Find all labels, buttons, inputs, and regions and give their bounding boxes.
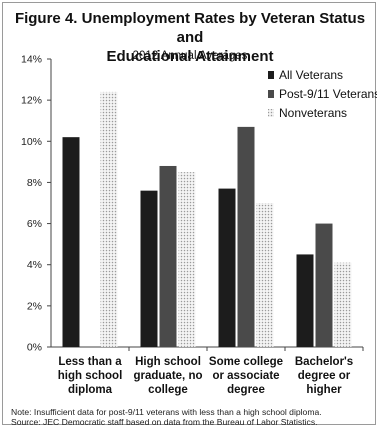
legend-swatch (268, 71, 274, 79)
category-label: college (148, 384, 188, 396)
legend-swatch (268, 109, 274, 117)
legend-entry: Post-9/11 Veterans (279, 87, 377, 101)
y-tick-label: 12% (21, 95, 42, 107)
bar-nonveterans-2 (256, 203, 274, 347)
category-label: Bachelor's (295, 356, 353, 368)
legend-entry: All Veterans (279, 68, 343, 82)
bar-post-9-11-veterans-2 (237, 126, 255, 347)
bar-all-veterans-2 (218, 188, 236, 347)
y-tick-label: 14% (21, 54, 42, 66)
category-label: High school (135, 356, 201, 368)
bar-post-9-11-veterans-3 (315, 223, 333, 347)
footnote-note: Note: Insufficient data for post-9/11 ve… (11, 407, 322, 417)
category-label: degree (227, 384, 265, 396)
chart-title-line-2: Educational Attainment (106, 48, 274, 65)
bar-chart: 0% 2% 4% 6% 8% 10% 12% 14% Less than a high scho… (21, 54, 377, 397)
bar-nonveterans-3 (334, 262, 352, 347)
y-tick-label: 6% (27, 218, 42, 230)
bar-post-9-11-veterans-1 (159, 165, 177, 347)
chart-title-line-1: Figure 4. Unemployment Rates by Veteran … (14, 10, 366, 46)
y-tick-label: 2% (27, 300, 42, 312)
category-label: Less than a (58, 356, 122, 368)
bar-nonveterans-1 (178, 172, 196, 347)
legend-entry: Nonveterans (279, 106, 347, 120)
y-tick-label: 4% (27, 259, 42, 271)
category-label: higher (306, 384, 342, 396)
category-label: high school (58, 370, 123, 382)
footnote-source: Source: JEC Democratic staff based on da… (11, 417, 318, 427)
category-label: Some college (209, 356, 283, 368)
category-label: degree or (298, 370, 351, 382)
category-label: diploma (68, 384, 113, 396)
category-label: or associate (212, 370, 279, 382)
bar-all-veterans-3 (296, 254, 314, 347)
y-tick-label: 10% (21, 136, 42, 148)
y-tick-label: 0% (27, 342, 42, 354)
bar-all-veterans-1 (140, 190, 158, 347)
footnote: Note: Insufficient data for post-9/11 ve… (11, 407, 377, 427)
y-tick-label: 8% (27, 177, 42, 189)
figure-frame: Figure 4. Unemployment Rates by Veteran … (2, 2, 377, 427)
legend-swatch (268, 90, 274, 98)
chart-subtitle: 2012 Annual Averages (132, 50, 248, 62)
bar-nonveterans-0 (100, 91, 118, 348)
category-label: graduate, no (133, 370, 202, 382)
bar-all-veterans-0 (62, 137, 80, 347)
chart-title: Figure 4. Unemployment Rates by Veteran … (3, 9, 377, 66)
